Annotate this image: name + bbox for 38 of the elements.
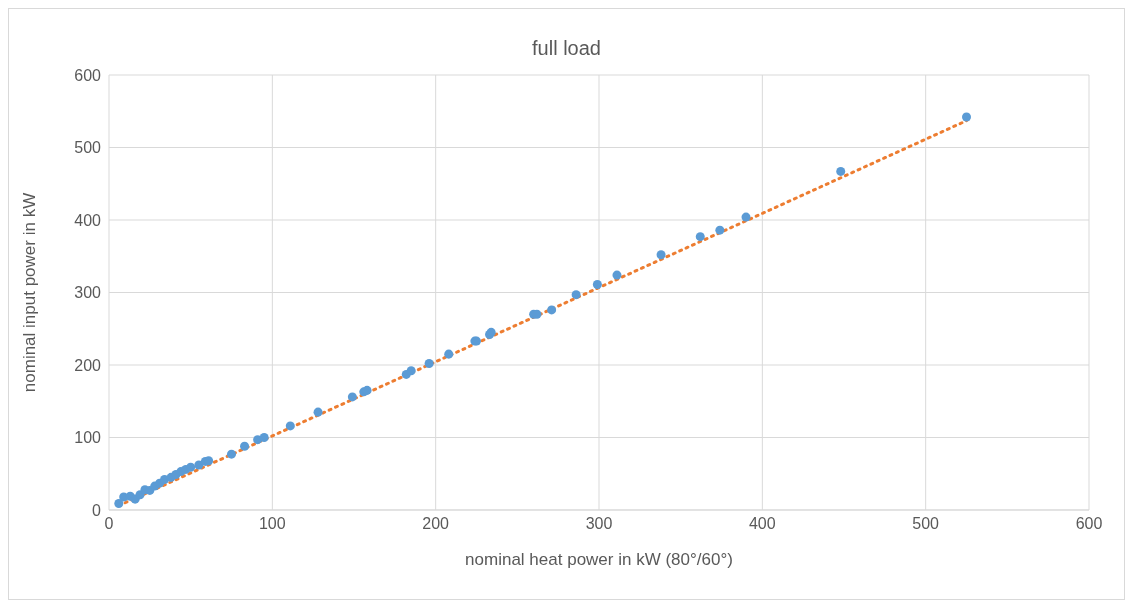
y-tick-label: 200 (74, 356, 102, 374)
x-axis-title: nominal heat power in kW (80°/60°) (465, 550, 733, 569)
point (961, 112, 972, 122)
y-tick-label: 400 (74, 211, 102, 229)
y-tick-label: 100 (74, 429, 102, 447)
point (592, 280, 602, 290)
x-tick-label: 600 (1075, 515, 1103, 533)
point (240, 441, 250, 451)
point (285, 421, 295, 431)
point (186, 462, 196, 472)
y-tick-label: 500 (74, 139, 102, 157)
y-tick-label: 0 (92, 501, 102, 519)
point (444, 349, 454, 359)
point (547, 305, 557, 315)
x-tick-label: 400 (748, 515, 776, 533)
point (656, 250, 666, 260)
point (695, 232, 705, 242)
point (259, 432, 269, 443)
point (226, 449, 237, 459)
x-tick-label: 300 (585, 515, 613, 533)
point (347, 392, 357, 402)
point (406, 366, 416, 376)
x-tick-label: 500 (912, 515, 940, 533)
x-tick-label: 200 (422, 515, 450, 533)
y-tick-label: 300 (74, 284, 102, 302)
chart-title: full load (531, 37, 602, 60)
point (313, 407, 323, 417)
point (114, 498, 124, 508)
point (836, 166, 846, 176)
point (715, 225, 725, 235)
point (741, 212, 751, 222)
point (612, 270, 622, 280)
y-axis-title: nominal input power in kW (20, 192, 40, 393)
point (571, 290, 581, 300)
x-tick-label: 100 (258, 515, 286, 533)
y-tick-label: 600 (74, 66, 102, 84)
x-tick-label: 0 (104, 515, 114, 533)
point (424, 359, 434, 369)
